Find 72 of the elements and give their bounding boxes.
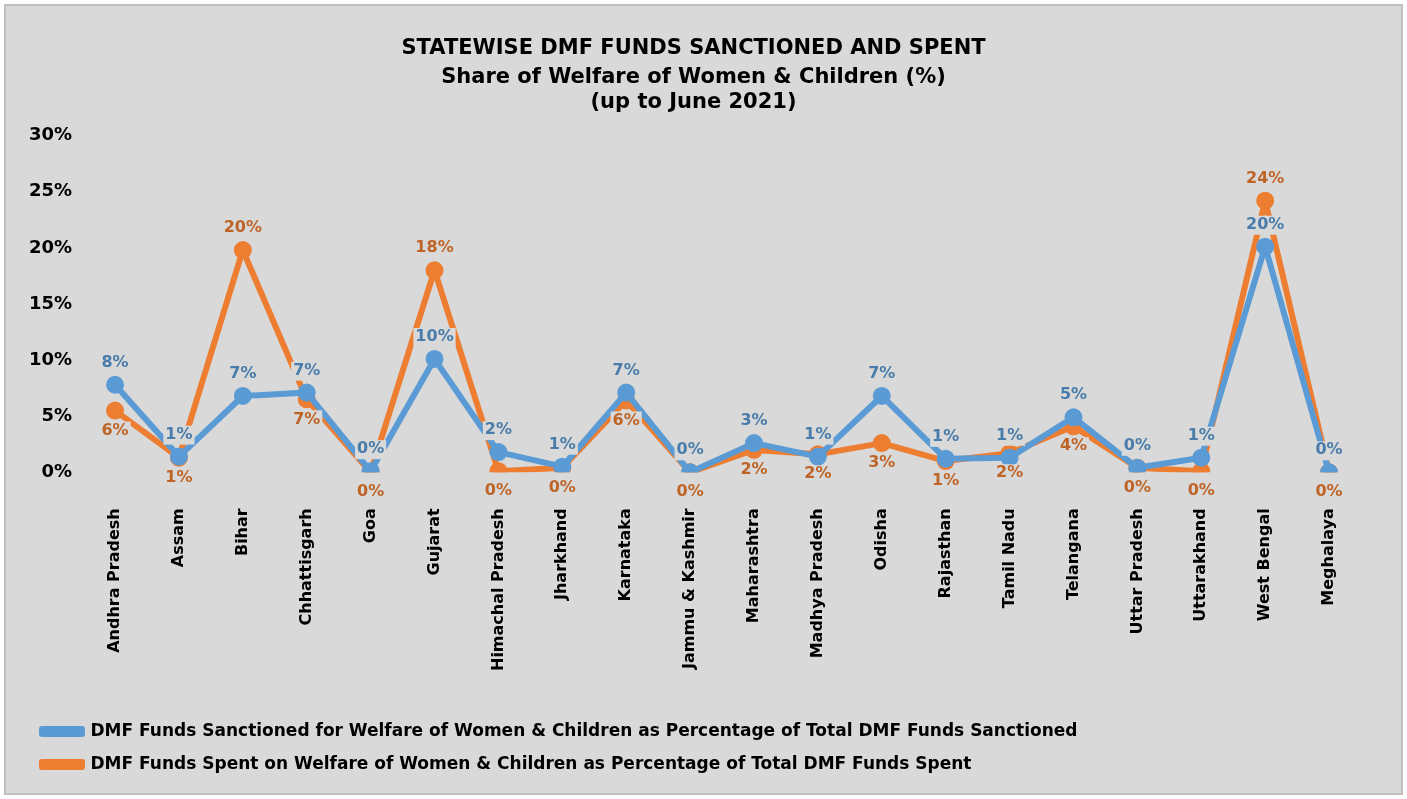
data-label: 0% xyxy=(548,476,576,496)
x-tick-label: Bihar xyxy=(231,508,251,557)
data-label: 6% xyxy=(612,409,640,429)
y-tick-label: 30% xyxy=(28,123,73,145)
data-label: 5% xyxy=(1059,384,1088,404)
data-label: 20% xyxy=(223,217,262,237)
x-tick-label: Telangana xyxy=(1062,508,1082,601)
data-label: 0% xyxy=(484,480,512,500)
legend-label: DMF Funds Sanctioned for Welfare of Women & Children as Percentage of Total DMF Funds Sanctioned xyxy=(90,719,1078,740)
y-tick-label: 25% xyxy=(28,179,73,201)
legend-label: DMF Funds Spent on Welfare of Women & Children as Percentage of Total DMF Funds Spent xyxy=(90,752,972,773)
data-label: 20% xyxy=(1246,213,1285,233)
data-label: 8% xyxy=(101,351,129,371)
x-tick-label: Goa xyxy=(359,508,379,544)
data-label: 1% xyxy=(932,425,960,445)
data-label: 7% xyxy=(293,408,321,428)
x-tick-label: Uttar Pradesh xyxy=(1126,508,1146,635)
text: (up to June 2021) xyxy=(590,89,797,114)
data-label: 2% xyxy=(995,462,1024,482)
x-tick-label: Odisha xyxy=(870,508,890,571)
x-tick-label: Maharashtra xyxy=(743,508,763,624)
x-tick-label: Assam xyxy=(168,508,188,568)
data-label: 0% xyxy=(357,438,385,458)
data-label: 10% xyxy=(415,326,454,346)
data-label: 6% xyxy=(101,419,129,439)
y-tick-label: 10% xyxy=(28,347,73,369)
x-tick-label: Karnataka xyxy=(615,508,635,602)
x-tick-label: Uttarakhand xyxy=(1190,508,1210,622)
data-label: 0% xyxy=(1315,439,1343,459)
y-tick-label: 0% xyxy=(41,459,73,481)
data-label: 0% xyxy=(1187,480,1215,500)
data-label: 7% xyxy=(868,363,896,383)
data-label: 0% xyxy=(676,481,704,501)
data-label: 2% xyxy=(804,463,832,483)
x-tick-label: Jharkhand xyxy=(551,508,571,601)
data-label: 0% xyxy=(1315,481,1343,501)
data-label: 2% xyxy=(740,459,768,479)
data-label: 1% xyxy=(548,433,576,453)
x-tick-label: Rajasthan xyxy=(934,508,954,599)
x-tick-label: Himachal Pradesh xyxy=(487,508,507,671)
x-tick-label: Tamil Nadu xyxy=(998,508,1018,609)
x-tick-label: West Bengal xyxy=(1254,508,1274,622)
data-label: 7% xyxy=(293,359,321,379)
x-tick-label: Gujarat xyxy=(423,507,443,576)
data-label: 7% xyxy=(229,363,257,383)
data-label: 1% xyxy=(1187,424,1215,444)
data-label: 1% xyxy=(932,470,960,490)
data-label: 24% xyxy=(1246,167,1285,187)
data-label: 1% xyxy=(165,423,193,443)
data-label: 4% xyxy=(1059,435,1088,455)
data-label: 0% xyxy=(357,481,385,501)
chart-title: STATEWISE DMF FUNDS SANCTIONED AND SPENT xyxy=(401,35,987,60)
x-tick-label: Andhra Pradesh xyxy=(104,508,124,653)
y-tick-label: 15% xyxy=(28,291,73,313)
data-label: 1% xyxy=(165,466,193,486)
x-tick-label: Jammu & Kashmir xyxy=(679,508,699,671)
data-label: 0% xyxy=(1123,476,1151,496)
data-label: 3% xyxy=(740,410,768,430)
chart-subtitle: Share of Welfare of Women & Children (%) xyxy=(441,64,946,89)
data-label: 3% xyxy=(868,452,896,472)
data-label: 1% xyxy=(804,423,832,443)
data-label: 0% xyxy=(676,439,704,459)
data-label: 18% xyxy=(415,237,454,257)
x-tick-label: Meghalaya xyxy=(1318,508,1338,606)
data-label: 7% xyxy=(612,359,640,379)
x-tick-label: Chhattisgarh xyxy=(295,508,315,626)
data-label: 0% xyxy=(1123,434,1151,454)
y-tick-label: 20% xyxy=(28,235,73,257)
y-tick-label: 5% xyxy=(41,403,73,425)
data-label: 2% xyxy=(484,419,512,439)
data-label: 1% xyxy=(995,424,1024,444)
x-tick-label: Madhya Pradesh xyxy=(807,508,827,659)
